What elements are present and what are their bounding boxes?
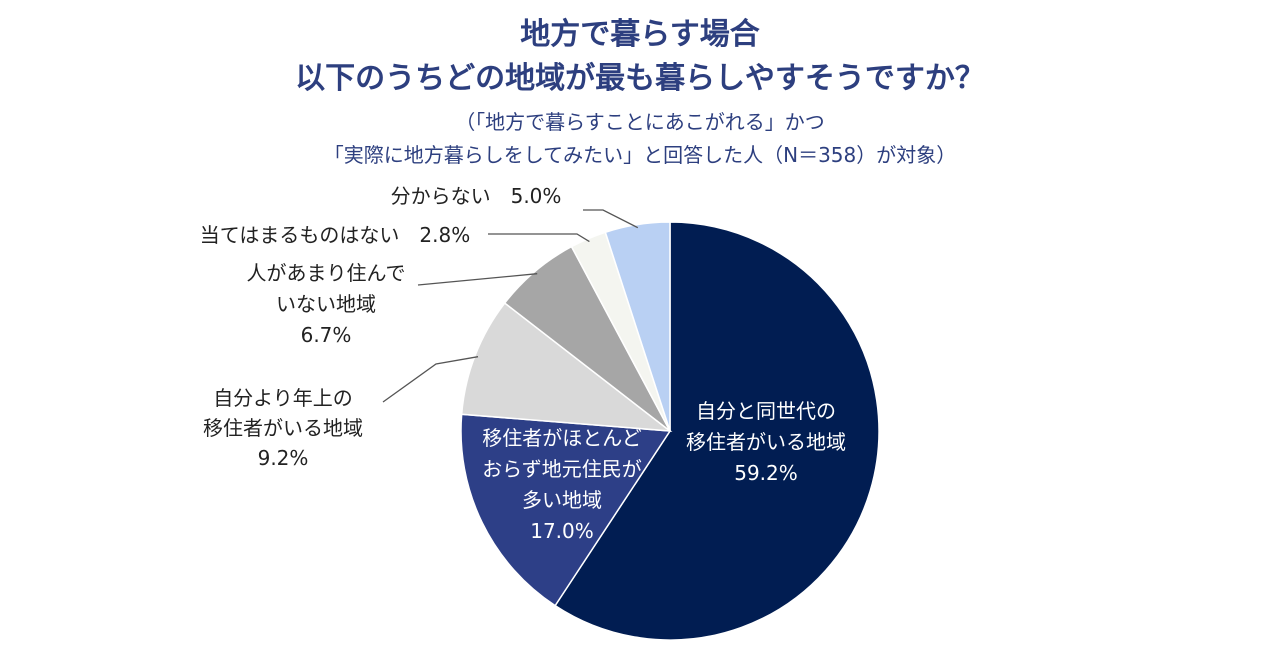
slice-label-4-line-2: いない地域	[276, 292, 376, 316]
title-line-2: 以下のうちどの地域が最も暮らしやすそうですか？	[295, 61, 985, 96]
leader-line-3	[382, 356, 479, 403]
slice-label-3: 自分より年上の移住者がいる地域 9.2%	[203, 386, 363, 470]
slice-label-2: 移住者がほとんどおらず地元住民が多い地域 17.0%	[482, 426, 642, 543]
slice-label-2-line-1: 移住者がほとんど	[482, 426, 641, 450]
pie-slice-3	[460, 301, 673, 432]
slice-label-2-line-3: 多い地域	[522, 488, 602, 512]
subtitle-line-1: （「地方で暮らすことにあこがれる」かつ	[455, 110, 825, 134]
leader-line-5	[488, 233, 590, 243]
slice-label-1-line-2: 移住者がいる地域	[686, 430, 846, 454]
slice-label-5-line-1: 当てはまるものはない 2.8%	[200, 223, 470, 247]
slice-label-2-line-2: おらず地元住民が	[482, 457, 642, 481]
pie-slice-2	[460, 413, 672, 607]
slice-label-3-line-3: 9.2%	[258, 446, 309, 470]
slice-label-2-line-4: 17.0%	[530, 519, 594, 543]
slice-label-3-line-2: 移住者がいる地域	[203, 416, 363, 440]
slice-label-5: 当てはまるものはない 2.8%	[200, 223, 470, 247]
slice-label-1: 自分と同世代の移住者がいる地域 59.2%	[686, 399, 846, 485]
slice-label-6: 分からない 5.0%	[391, 184, 562, 208]
pie-slice-6	[604, 221, 671, 432]
slice-label-6-line-1: 分からない 5.0%	[391, 184, 562, 208]
leader-lines	[382, 209, 639, 403]
slice-label-1-line-3: 59.2%	[734, 461, 798, 485]
slice-label-1-line-1: 自分と同世代の	[696, 399, 836, 423]
pie-slices	[460, 221, 880, 641]
chart-subtitle: （「地方で暮らすことにあこがれる」かつ「実際に地方暮らしをしてみたい」と回答した…	[324, 110, 957, 167]
slice-label-4: 人があまり住んでいない地域 6.7%	[247, 261, 406, 347]
leader-line-6	[583, 209, 639, 229]
slice-label-3-line-1: 自分より年上の	[213, 386, 353, 410]
slice-labels: 自分と同世代の移住者がいる地域 59.2%移住者がほとんどおらず地元住民が多い地域…	[200, 184, 846, 543]
leader-line-4	[417, 273, 538, 286]
slice-label-4-line-1: 人があまり住んで	[247, 261, 406, 285]
pie-slice-1	[554, 221, 880, 641]
subtitle-line-2: 「実際に地方暮らしをしてみたい」と回答した人（N＝358）が対象）	[324, 143, 957, 167]
title-line-1: 地方で暮らす場合	[520, 17, 759, 52]
slice-label-4-line-3: 6.7%	[301, 323, 352, 347]
